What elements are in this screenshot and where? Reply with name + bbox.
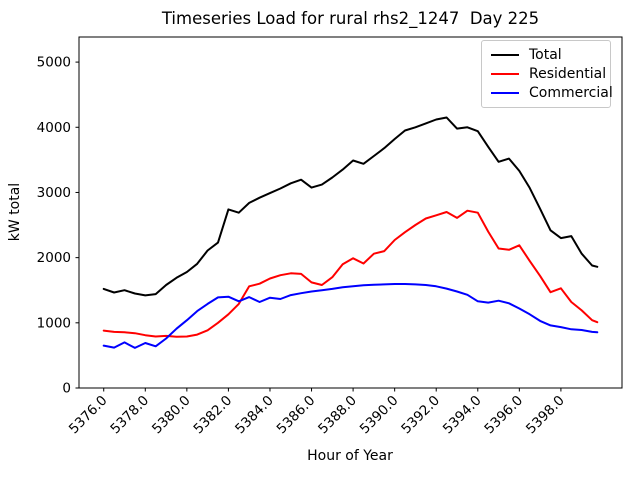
legend-item-total: Total <box>491 48 601 62</box>
legend: Total Residential Commercial <box>481 40 613 108</box>
y-tick-label: 3000 <box>37 185 71 201</box>
x-tick-label: 5394.0 <box>440 393 485 438</box>
x-tick-label: 5392.0 <box>398 393 443 438</box>
x-tick-label: 5390.0 <box>357 393 402 438</box>
x-tick-label: 5378.0 <box>107 393 152 438</box>
plot-line-commercial <box>102 283 599 349</box>
legend-label-commercial: Commercial <box>529 85 613 101</box>
legend-line-total <box>491 54 519 56</box>
x-tick-label: 5398.0 <box>523 393 568 438</box>
x-tick-label: 5382.0 <box>191 393 236 438</box>
chart-title: Timeseries Load for rural rhs2_1247 Day … <box>161 9 540 28</box>
legend-line-residential <box>491 73 519 75</box>
plot-line-total <box>102 116 599 297</box>
y-axis-label: kW total <box>7 182 23 242</box>
legend-item-residential: Residential <box>491 67 606 81</box>
x-tick-label: 5396.0 <box>481 393 526 438</box>
x-tick-label: 5380.0 <box>149 393 194 438</box>
legend-label-total: Total <box>529 47 562 63</box>
y-tick-label: 1000 <box>37 315 71 331</box>
legend-label-residential: Residential <box>529 66 607 82</box>
y-tick-label: 2000 <box>37 250 71 266</box>
x-axis-label: Hour of Year <box>307 448 393 464</box>
x-tick-label: 5384.0 <box>232 393 277 438</box>
y-tick-label: 4000 <box>37 120 71 136</box>
plot-spines <box>78 36 623 389</box>
legend-line-commercial <box>491 92 519 94</box>
y-tick-label: 0 <box>62 381 71 397</box>
x-tick-label: 5376.0 <box>66 393 111 438</box>
plot-line-residential <box>102 209 599 338</box>
legend-item-commercial: Commercial <box>491 86 613 100</box>
x-tick-label: 5388.0 <box>315 393 360 438</box>
y-tick-label: 5000 <box>37 55 71 71</box>
x-tick-label: 5386.0 <box>274 393 319 438</box>
